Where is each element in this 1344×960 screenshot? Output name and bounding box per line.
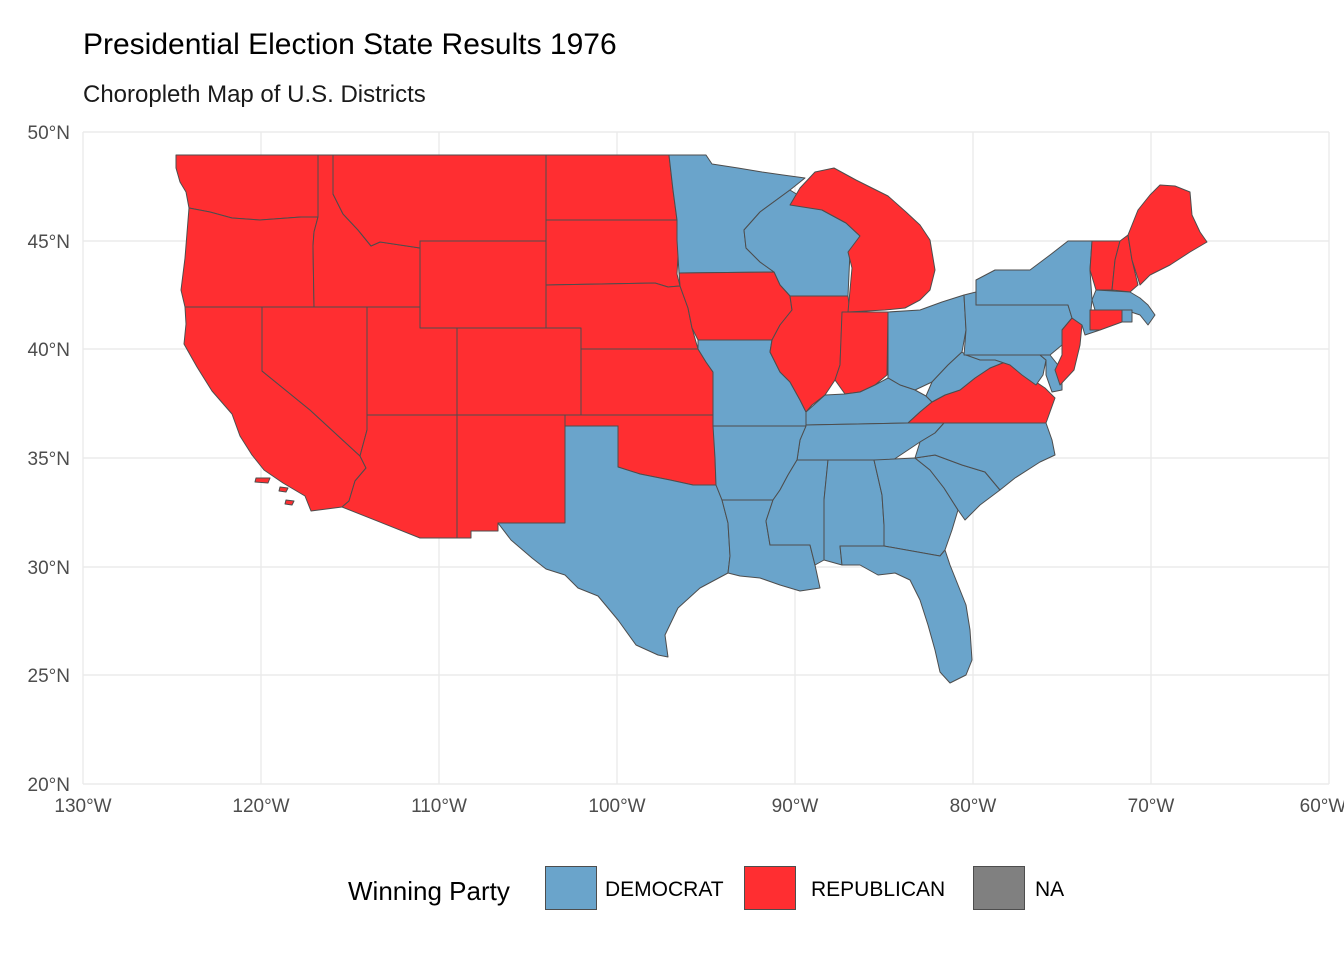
state-delaware: [1039, 354, 1063, 393]
y-tick-label: 40°N: [28, 340, 70, 361]
state-kansas: [580, 348, 714, 416]
legend-key-na: [973, 866, 1025, 910]
state-south-dakota: [545, 219, 681, 288]
x-tick-label: 110°W: [411, 796, 467, 817]
legend-key-democrat: [545, 866, 597, 910]
legend-key-republican: [744, 866, 796, 910]
x-tick-label: 120°W: [232, 796, 289, 817]
y-tick-label: 20°N: [28, 775, 70, 796]
state-florida: [839, 545, 973, 684]
state-montana: [332, 154, 547, 249]
chart-subtitle: Choropleth Map of U.S. Districts: [83, 81, 426, 108]
states: [175, 154, 1208, 684]
y-tick-label: 35°N: [28, 449, 70, 470]
y-tick-label: 50°N: [28, 123, 70, 144]
legend-label-na: NA: [1035, 878, 1065, 901]
state-wyoming: [419, 240, 547, 329]
state-oregon: [180, 207, 319, 308]
x-tick-label: 60°W: [1300, 796, 1344, 817]
x-tick-label: 130°W: [54, 796, 111, 817]
ca-island: [278, 486, 289, 493]
state-iowa: [678, 271, 793, 341]
y-tick-label: 45°N: [28, 232, 70, 253]
ca-island: [254, 477, 271, 484]
x-tick-label: 90°W: [772, 796, 819, 817]
state-north-dakota: [545, 154, 678, 221]
state-rhode-island: [1121, 309, 1133, 323]
y-tick-label: 25°N: [28, 666, 70, 687]
state-connecticut: [1089, 309, 1123, 331]
x-tick-label: 80°W: [950, 796, 997, 817]
state-michigan: [789, 167, 936, 313]
state-colorado: [456, 327, 582, 416]
state-maine: [1127, 184, 1208, 286]
legend-label-democrat: DEMOCRAT: [605, 878, 724, 901]
state-new-mexico: [456, 414, 566, 539]
x-tick-label: 70°W: [1128, 796, 1175, 817]
state-north-carolina: [914, 422, 1056, 491]
x-axis-labels: 130°W 120°W 110°W 100°W 90°W 80°W 70°W 6…: [54, 796, 1344, 817]
y-axis-labels: 50°N 45°N 40°N 35°N 30°N 25°N 20°N: [28, 123, 70, 796]
x-tick-label: 100°W: [588, 796, 645, 817]
y-tick-label: 30°N: [28, 558, 70, 579]
legend-title: Winning Party: [348, 876, 510, 906]
state-indiana: [834, 311, 889, 395]
legend-label-republican: REPUBLICAN: [811, 878, 946, 901]
legend: Winning Party DEMOCRAT REPUBLICAN NA: [0, 866, 1344, 918]
state-texas: [497, 425, 731, 658]
ca-island: [284, 499, 295, 506]
chart-title: Presidential Election State Results 1976: [83, 28, 617, 61]
